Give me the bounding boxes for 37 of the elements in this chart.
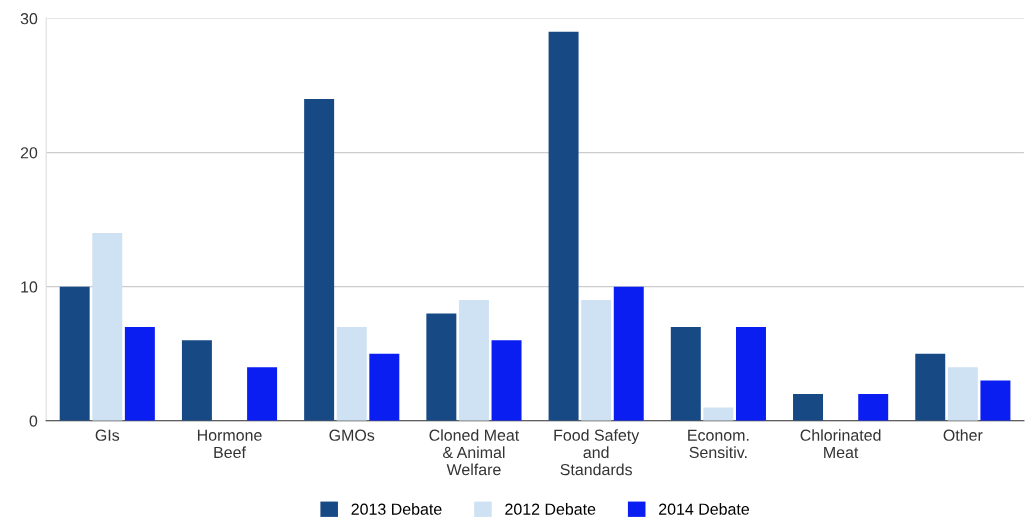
bar xyxy=(858,393,889,421)
x-tick-label: Other xyxy=(943,429,983,441)
x-tick-label: Chlorinated Meat xyxy=(800,429,881,459)
x-tick-label: Cloned Meat & Animal Welfare xyxy=(429,429,520,476)
y-tick-label: 0 xyxy=(29,415,38,427)
x-tick-label: GIs xyxy=(95,429,120,441)
legend-label: 2012 Debate xyxy=(505,503,596,515)
bar xyxy=(336,326,367,421)
bar xyxy=(304,98,335,421)
bar xyxy=(247,367,278,421)
bar xyxy=(915,353,946,421)
bar xyxy=(92,233,123,421)
y-tick-label: 10 xyxy=(21,281,38,293)
bar xyxy=(59,286,90,421)
bar xyxy=(613,286,644,421)
bar xyxy=(548,31,579,421)
bar xyxy=(947,367,978,421)
legend-label: 2014 Debate xyxy=(659,503,750,515)
bar xyxy=(369,353,400,421)
bar xyxy=(458,300,489,421)
bar xyxy=(426,313,457,421)
x-tick-label: Food Safety and Standards xyxy=(554,429,640,476)
bar xyxy=(670,326,701,421)
bar xyxy=(793,393,824,421)
y-tick-label: 30 xyxy=(20,13,38,25)
bar xyxy=(124,326,155,421)
bar xyxy=(491,340,522,421)
bar xyxy=(181,340,212,421)
x-tick-label: Hormone Beef xyxy=(197,429,262,459)
bar xyxy=(735,326,766,421)
bar xyxy=(980,380,1011,421)
x-tick-label: Econom. Sensitiv. xyxy=(688,429,749,459)
bar xyxy=(703,407,734,421)
x-tick-label: GMOs xyxy=(329,429,375,441)
y-tick-label: 20 xyxy=(20,147,38,159)
legend-label: 2013 Debate xyxy=(351,503,442,515)
bar xyxy=(581,300,612,421)
